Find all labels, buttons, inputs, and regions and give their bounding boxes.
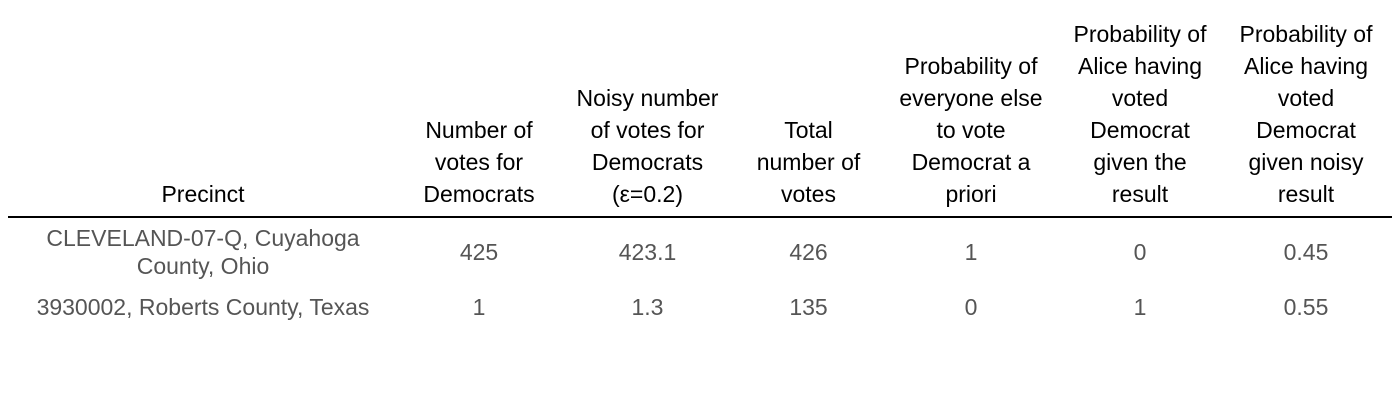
table-row: 3930002, Roberts County, Texas 1 1.3 135 0 1 0… (8, 287, 1392, 328)
value-cell: 426 (789, 239, 828, 265)
table-row: CLEVELAND-07-Q, Cuyahoga County, Ohio 425… (8, 217, 1392, 287)
column-header: Probability of everyone else to vote Dem… (882, 18, 1060, 218)
results-table: Precinct Number of votes for Democrats Noi… (8, 18, 1392, 328)
value-cell: 0 (964, 294, 978, 320)
value-cell: 425 (459, 239, 499, 265)
header-row: Precinct Number of votes for Democrats Noi… (8, 18, 1392, 218)
value-cell: 1.3 (631, 294, 664, 320)
column-header: Noisy number of votes for Democrats (ε=0… (560, 18, 735, 218)
column-header: Total number of votes (735, 18, 882, 218)
value-cell: 0 (1133, 239, 1147, 265)
value-cell: 135 (789, 294, 828, 320)
value-cell: 0.45 (1283, 239, 1329, 265)
value-cell: 0.55 (1283, 294, 1329, 320)
precinct-cell: 3930002, Roberts County, Texas (36, 294, 370, 320)
column-header: Number of votes for Democrats (398, 18, 560, 218)
column-header: Probability of Alice having voted Democr… (1060, 18, 1220, 218)
value-cell: 423.1 (618, 239, 677, 265)
value-cell: 1 (472, 294, 486, 320)
value-cell: 1 (964, 239, 978, 265)
column-header: Precinct (8, 18, 398, 218)
table-head: Precinct Number of votes for Democrats Noi… (8, 18, 1392, 218)
value-cell: 1 (1133, 294, 1147, 320)
column-header: Probability of Alice having voted Democr… (1220, 18, 1392, 218)
table-body: CLEVELAND-07-Q, Cuyahoga County, Ohio 425… (8, 217, 1392, 328)
precinct-cell: CLEVELAND-07-Q, Cuyahoga County, Ohio (46, 225, 360, 279)
